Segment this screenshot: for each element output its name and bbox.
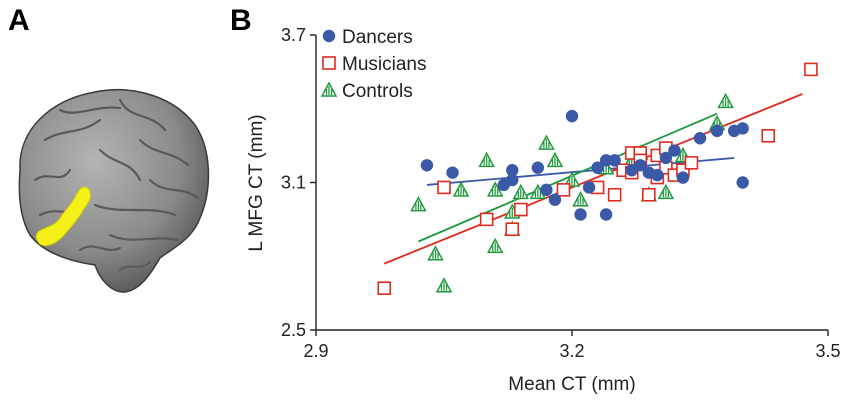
legend-label-controls: Controls [342, 81, 413, 102]
controls-point [657, 183, 675, 200]
dancers-legend-marker [322, 29, 336, 43]
dancers-point [548, 193, 562, 206]
dancers-point [420, 159, 434, 172]
brain-cortex [18, 89, 210, 293]
scatter-chart: 2.9 3.2 3.5 2.5 3.1 3.7 Mean CT (mm) L MFG CT… [246, 25, 841, 395]
dancers-point [506, 164, 519, 177]
controls-trend-line [418, 112, 718, 243]
dancers-point [599, 154, 613, 167]
musicians-point [556, 183, 571, 197]
dancers-point [565, 109, 579, 123]
controls-point [410, 196, 427, 212]
dancers-point [676, 171, 690, 184]
dancers-point [736, 176, 749, 189]
musicians-point [505, 222, 520, 237]
controls-point [452, 181, 470, 197]
musicians-point [684, 156, 699, 170]
controls-point [538, 134, 555, 150]
panel-a-label: A [8, 4, 30, 37]
dancers-point [659, 151, 673, 165]
dancers-point [736, 122, 749, 135]
brain-surface-illustration [18, 89, 210, 293]
controls-point [427, 245, 444, 261]
musicians-point [641, 187, 656, 202]
dancers-point [710, 124, 724, 138]
axis-ticks: 2.9 3.2 3.5 2.5 3.1 3.7 [281, 25, 841, 361]
legend-label-musicians: Musicians [342, 54, 426, 75]
musicians-point [437, 180, 451, 195]
dancers-point [506, 173, 519, 187]
controls-point [572, 191, 589, 207]
controls-point [546, 151, 564, 168]
musicians-point [479, 212, 494, 227]
musicians-point [513, 202, 528, 217]
dancers-point [599, 208, 613, 221]
y-axis-label: L MFG CT (mm) [246, 114, 267, 251]
data-points [377, 62, 818, 296]
legend: Dancers Musicians Controls [320, 27, 426, 102]
x-tick-label: 3.2 [559, 341, 584, 361]
musicians-point [607, 187, 622, 202]
x-axis-label: Mean CT (mm) [508, 374, 635, 395]
controls-point [478, 151, 495, 168]
controls-point [486, 237, 504, 254]
dancers-point [608, 154, 621, 167]
dancers-point [574, 208, 587, 221]
trend-lines [383, 93, 803, 265]
musicians-legend-marker [322, 56, 336, 70]
controls-point [486, 181, 504, 197]
dancers-point [531, 161, 545, 174]
dancers-point [591, 161, 604, 174]
controls-legend-marker [320, 81, 338, 97]
x-tick-label: 2.9 [303, 341, 328, 361]
dancers-point [668, 144, 681, 157]
dancers-point [634, 159, 647, 172]
dancers-point [446, 166, 459, 179]
dancers-point [693, 132, 707, 145]
controls-point [512, 183, 530, 200]
x-tick-label: 3.5 [815, 341, 840, 361]
y-tick-label: 3.7 [281, 25, 306, 45]
dancers-point [582, 181, 596, 194]
controls-point [717, 92, 734, 109]
brain-highlight-region [35, 186, 91, 247]
controls-point [435, 277, 453, 293]
musicians-point [804, 62, 818, 77]
musicians-trend-line [383, 93, 803, 265]
musicians-point [761, 128, 776, 143]
dancers-point [540, 183, 553, 197]
musicians-point [377, 281, 392, 296]
y-tick-label: 3.1 [281, 173, 306, 193]
legend-label-dancers: Dancers [342, 27, 413, 48]
panel-b-label: B [230, 4, 252, 37]
dancers-point [651, 168, 664, 182]
y-tick-label: 2.5 [281, 320, 306, 340]
